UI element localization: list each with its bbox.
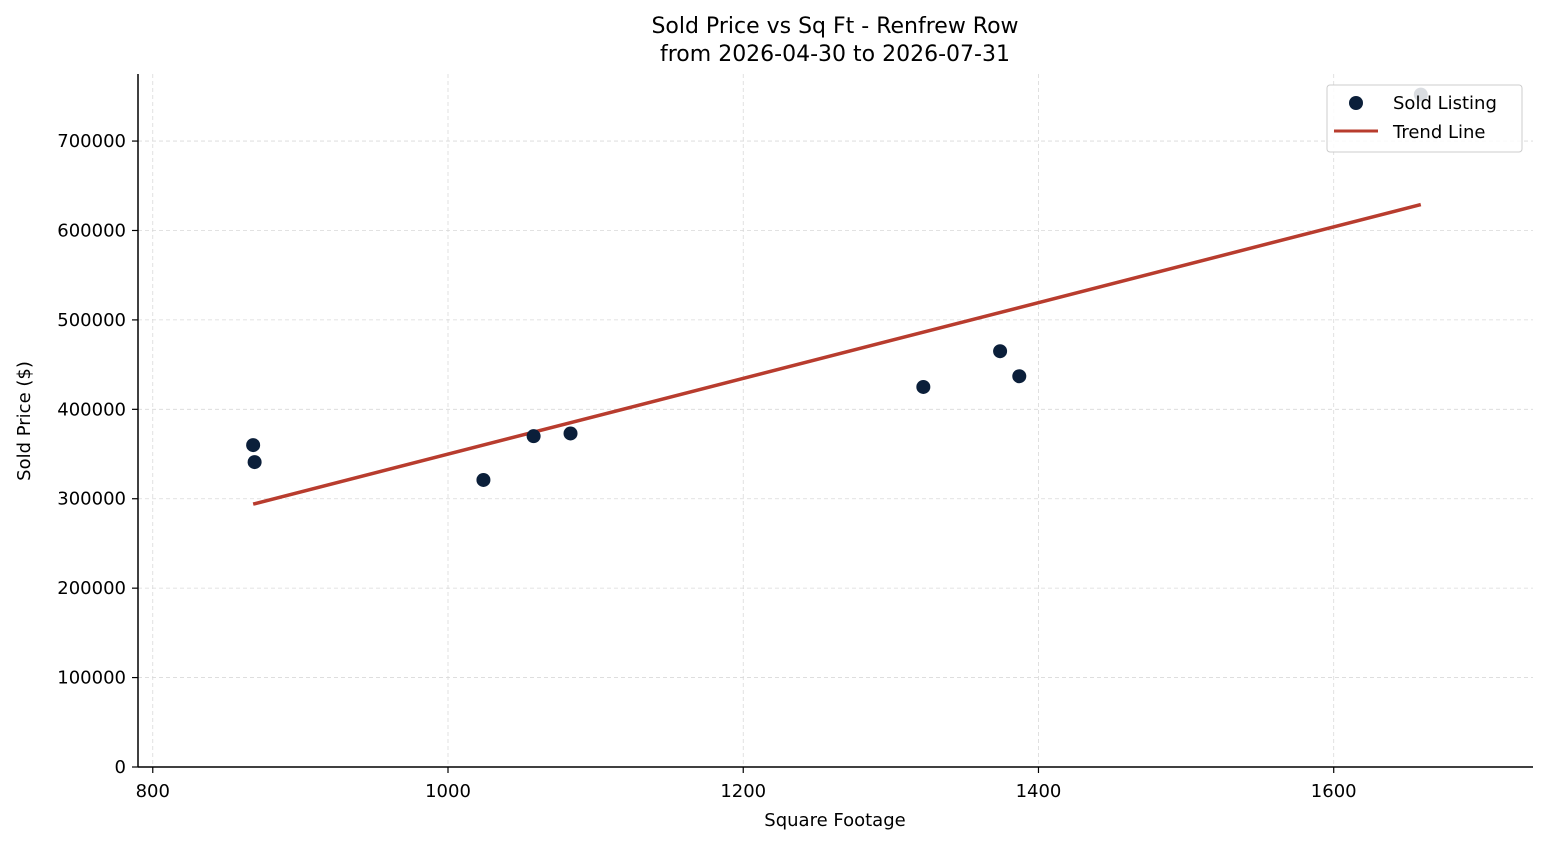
scatter-point <box>247 455 262 470</box>
y-tick-label: 600000 <box>57 220 126 241</box>
y-tick-label: 100000 <box>57 668 126 689</box>
y-tick-label: 200000 <box>57 578 126 599</box>
scatter-point <box>526 429 541 444</box>
x-tick-label: 1400 <box>1016 781 1062 802</box>
axes <box>137 74 1533 768</box>
legend-label-sold-listing: Sold Listing <box>1393 93 1497 114</box>
legend: Sold Listing Trend Line <box>1326 84 1523 153</box>
y-tick-label: 700000 <box>57 131 126 152</box>
chart-title: Sold Price vs Sq Ft - Renfrew Row <box>651 14 1018 39</box>
y-axis-ticks: 0 100000 200000 300000 400000 500000 600000 700… <box>57 131 138 778</box>
scatter-point <box>476 472 491 487</box>
scatter-point <box>1012 369 1027 384</box>
trend-line <box>252 202 1422 506</box>
y-tick-label: 500000 <box>57 310 126 331</box>
x-tick-label: 1600 <box>1311 781 1357 802</box>
y-tick-label: 300000 <box>57 489 126 510</box>
legend-marker-sold-listing <box>1349 96 1363 110</box>
legend-box <box>1326 84 1523 153</box>
y-axis-label: Sold Price ($) <box>14 361 35 481</box>
x-axis-label: Square Footage <box>764 810 905 831</box>
scatter-point <box>563 426 578 441</box>
x-tick-label: 1000 <box>425 781 471 802</box>
scatter-point <box>246 438 261 453</box>
chart-subtitle: from 2026-04-30 to 2026-07-31 <box>660 42 1010 67</box>
x-tick-label: 800 <box>136 781 170 802</box>
chart-marks <box>246 87 1428 506</box>
y-tick-label: 0 <box>115 757 126 778</box>
x-axis-ticks: 800 1000 1200 1400 1600 <box>136 767 1357 802</box>
scatter-point <box>993 344 1008 359</box>
legend-label-trend-line: Trend Line <box>1392 122 1486 143</box>
grid-lines <box>138 74 1533 768</box>
x-tick-label: 1200 <box>720 781 766 802</box>
scatter-point <box>916 379 931 394</box>
y-tick-label: 400000 <box>57 399 126 420</box>
